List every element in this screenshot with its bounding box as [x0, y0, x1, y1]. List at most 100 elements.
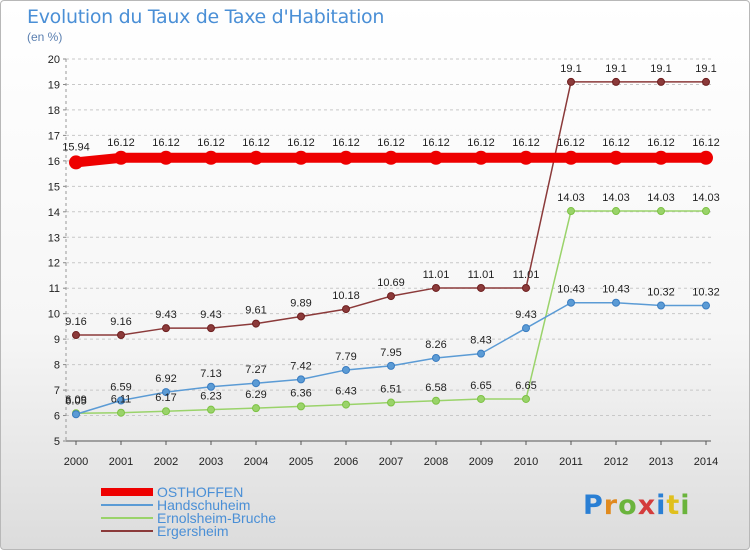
- logo-letter: i: [656, 490, 667, 521]
- data-point-ernolsheim-bruche: [657, 207, 665, 216]
- data-point-ergersheim: [522, 283, 530, 292]
- y-tick-label: 19: [48, 79, 60, 91]
- data-label-ernolsheim-bruche: 6.43: [335, 386, 356, 398]
- legend-item-handschuheim: Handschuheim: [101, 497, 401, 513]
- data-point-ernolsheim-bruche: [117, 408, 125, 417]
- data-label-handschuheim: 10.43: [557, 284, 585, 296]
- x-tick-label: 2008: [424, 456, 448, 468]
- y-tick-label: 13: [48, 232, 60, 244]
- axis-layer: 5 6 7 8 9 10 11 12 13 14 15 16 17 18 19 20 2000 2001 2002 2…: [48, 54, 718, 468]
- y-tick-label: 8: [54, 360, 60, 372]
- data-point-osthoffen: [69, 155, 83, 170]
- data-label-ergersheim: 19.1: [560, 63, 581, 75]
- x-tick-label: 2012: [604, 456, 628, 468]
- data-point-handschuheim: [567, 298, 575, 307]
- x-tick-label: 2001: [109, 456, 133, 468]
- data-label-ergersheim: 10.18: [332, 290, 360, 302]
- y-tick-label: 11: [49, 283, 60, 295]
- data-label-ernolsheim-bruche: 14.03: [692, 192, 720, 204]
- data-point-ernolsheim-bruche: [612, 207, 620, 216]
- data-point-ernolsheim-bruche: [162, 407, 170, 416]
- data-label-handschuheim: 7.27: [245, 364, 266, 376]
- data-point-ernolsheim-bruche: [207, 405, 215, 414]
- data-point-ernolsheim-bruche: [297, 402, 305, 411]
- logo-letter: t: [666, 490, 681, 521]
- x-tick-label: 2000: [64, 456, 88, 468]
- data-point-ergersheim: [342, 305, 350, 314]
- data-label-handschuheim: 9.43: [515, 309, 536, 321]
- data-label-osthoffen: 16.12: [287, 137, 315, 149]
- data-label-ergersheim: 19.1: [650, 63, 671, 75]
- proxiti-logo: Proxiti: [583, 490, 691, 521]
- data-point-osthoffen: [699, 150, 713, 165]
- data-point-ernolsheim-bruche: [567, 207, 575, 216]
- data-point-ergersheim: [297, 312, 305, 321]
- data-label-ernolsheim-bruche: 6.17: [155, 392, 176, 404]
- data-point-handschuheim: [477, 349, 485, 358]
- data-point-osthoffen: [564, 150, 578, 165]
- chart-title: Evolution du Taux de Taxe d'Habitation: [27, 6, 385, 28]
- logo-letter: r: [603, 490, 619, 521]
- data-point-osthoffen: [159, 150, 173, 165]
- data-point-ergersheim: [72, 331, 80, 340]
- y-tick-label: 10: [48, 309, 60, 321]
- data-point-handschuheim: [252, 379, 260, 388]
- data-point-osthoffen: [609, 150, 623, 165]
- data-label-ergersheim: 9.16: [110, 316, 131, 328]
- x-tick-label: 2006: [334, 456, 358, 468]
- data-point-ergersheim: [387, 292, 395, 301]
- legend-swatch: [101, 488, 153, 496]
- x-tick-label: 2014: [694, 456, 718, 468]
- y-tick-label: 18: [48, 105, 60, 117]
- data-label-handschuheim: 7.13: [200, 368, 221, 380]
- x-tick-label: 2013: [649, 456, 673, 468]
- data-point-osthoffen: [204, 150, 218, 165]
- data-point-handschuheim: [432, 353, 440, 362]
- data-label-ernolsheim-bruche: 6.58: [425, 382, 446, 394]
- x-tick-label: 2005: [289, 456, 313, 468]
- data-point-handschuheim: [342, 365, 350, 374]
- data-label-ernolsheim-bruche: 14.03: [602, 192, 630, 204]
- data-label-ergersheim: 9.16: [65, 316, 86, 328]
- legend-swatch: [101, 530, 153, 532]
- y-unit-label: (en %): [27, 30, 63, 44]
- logo-letter: x: [637, 490, 657, 521]
- data-label-handschuheim: 10.43: [602, 284, 630, 296]
- data-label-ernolsheim-bruche: 6.11: [111, 394, 132, 406]
- data-point-ernolsheim-bruche: [432, 396, 440, 405]
- data-point-handschuheim: [207, 382, 215, 391]
- data-label-osthoffen: 16.12: [422, 137, 450, 149]
- data-point-osthoffen: [429, 150, 443, 165]
- data-point-ergersheim: [657, 77, 665, 86]
- data-point-handschuheim: [657, 301, 665, 310]
- data-label-ergersheim: 11.01: [513, 269, 540, 281]
- legend-label: Handschuheim: [157, 497, 251, 513]
- data-point-handschuheim: [522, 324, 530, 333]
- x-tick-label: 2011: [559, 456, 583, 468]
- logo-letter: P: [583, 490, 604, 521]
- data-point-ergersheim: [252, 319, 260, 328]
- data-label-osthoffen: 16.12: [512, 137, 540, 149]
- y-tick-label: 12: [48, 258, 60, 270]
- data-point-osthoffen: [654, 150, 668, 165]
- legend-item-ernolsheim-bruche: Ernolsheim-Bruche: [101, 510, 401, 526]
- data-point-osthoffen: [294, 150, 308, 165]
- data-label-ergersheim: 9.43: [200, 309, 221, 321]
- data-label-osthoffen: 16.12: [197, 137, 225, 149]
- data-label-ernolsheim-bruche: 6.65: [470, 380, 491, 392]
- data-label-layer: 15.94 16.12 16.12 16.12 16.12 16.12 16.12 16.12…: [62, 63, 720, 407]
- data-point-osthoffen: [384, 150, 398, 165]
- data-label-ergersheim: 10.69: [377, 277, 405, 289]
- legend-swatch: [101, 517, 153, 519]
- x-tick-label: 2010: [514, 456, 538, 468]
- data-label-ernolsheim-bruche: 14.03: [557, 192, 585, 204]
- x-tick-label: 2009: [469, 456, 493, 468]
- data-point-ernolsheim-bruche: [342, 400, 350, 409]
- data-label-osthoffen: 16.12: [242, 137, 270, 149]
- data-point-osthoffen: [339, 150, 353, 165]
- y-tick-label: 7: [54, 385, 60, 397]
- y-tick-label: 16: [48, 156, 60, 168]
- data-point-osthoffen: [519, 150, 533, 165]
